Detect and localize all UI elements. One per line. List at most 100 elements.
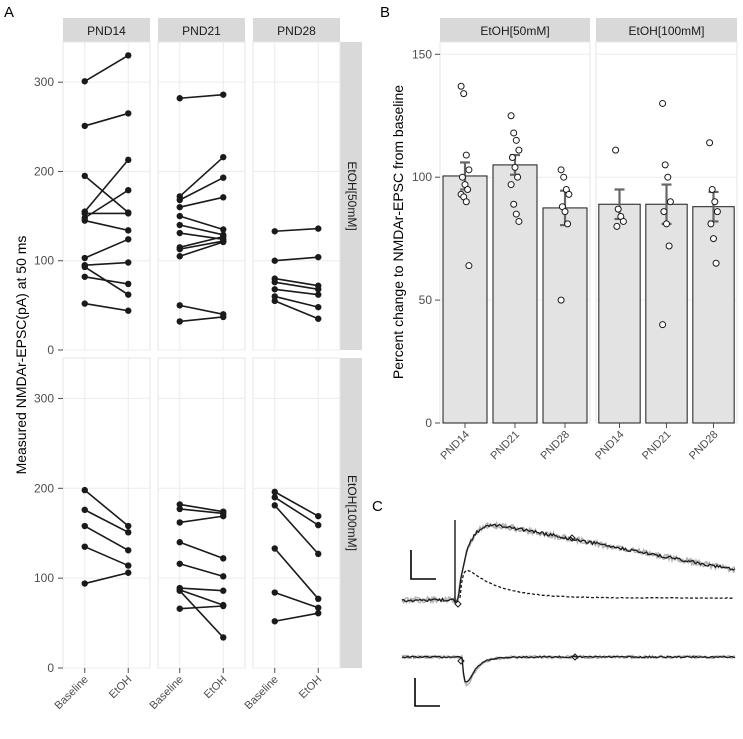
paired-line	[84, 571, 129, 585]
data-point	[176, 605, 183, 612]
data-point	[81, 486, 88, 494]
data-point	[125, 307, 132, 314]
paired-line	[179, 541, 224, 560]
facet-strip	[158, 18, 245, 42]
paired-line	[179, 587, 224, 592]
x-tick-label: PND14	[439, 429, 473, 463]
data-point	[176, 203, 183, 211]
panel-c	[401, 520, 736, 707]
data-point	[220, 587, 227, 594]
data-point	[125, 236, 132, 243]
paired-line	[274, 281, 319, 291]
paired-line	[84, 175, 129, 214]
paired-line	[179, 589, 224, 606]
data-point	[315, 609, 322, 617]
data-point	[125, 569, 132, 576]
data-point	[220, 226, 227, 233]
data-point	[176, 302, 183, 309]
data-point	[557, 296, 565, 304]
data-point	[176, 253, 183, 260]
y-tick-label: 200	[34, 164, 54, 178]
data-point	[220, 313, 227, 321]
data-point	[81, 263, 88, 271]
facet-strip-label: EtOH[100mM]	[345, 475, 359, 551]
data-point	[81, 506, 88, 514]
facet-panel	[157, 41, 246, 351]
data-point	[462, 151, 470, 159]
scale-bar-upper	[410, 550, 436, 580]
y-tick-label: 0	[47, 661, 54, 675]
data-point	[659, 99, 667, 107]
measurement-marker	[454, 600, 462, 608]
x-tick-label: PND21	[489, 429, 523, 463]
paired-line	[179, 196, 224, 208]
x-tick-label: Baseline	[243, 674, 281, 712]
data-point	[512, 136, 520, 144]
bar	[598, 203, 641, 424]
data-point	[613, 222, 621, 230]
data-point	[125, 522, 132, 530]
data-point	[659, 321, 667, 329]
data-point	[176, 539, 183, 546]
trace-replicate	[401, 654, 736, 687]
y-tick-label: 100	[34, 571, 54, 585]
data-point	[125, 210, 132, 217]
data-point	[125, 259, 132, 266]
data-point	[457, 82, 465, 90]
facet-strip-label: PND14	[87, 24, 126, 38]
panel-b: EtOH[50mM] EtOH[100mM] PND14 PND21 PND28 PND1…	[390, 18, 738, 463]
data-point	[220, 174, 227, 181]
data-point	[81, 254, 88, 262]
paired-line	[84, 189, 129, 219]
paired-line	[84, 276, 129, 285]
data-point	[176, 229, 183, 237]
data-point	[315, 595, 322, 603]
y-axis-title: Percent change to NMDAr-EPSC from baseli…	[390, 85, 406, 379]
paired-line	[179, 590, 224, 638]
facet-strip	[440, 18, 590, 42]
facet-panel	[252, 357, 341, 669]
facet-panel	[157, 357, 246, 669]
data-point	[81, 172, 88, 180]
paired-line	[84, 112, 129, 127]
data-point	[81, 210, 88, 217]
bar	[542, 207, 588, 424]
data-point	[125, 227, 132, 234]
y-tick-label: 300	[34, 75, 54, 89]
data-point	[176, 212, 183, 220]
data-point	[176, 519, 183, 526]
data-point	[176, 587, 183, 594]
data-point	[710, 235, 717, 243]
data-point	[564, 220, 572, 228]
facet-strip-label: EtOH[100mM]	[628, 24, 704, 38]
facet-panel	[252, 41, 341, 351]
panel-letter-b: B	[380, 4, 390, 21]
facet-strip-label: PND28	[277, 24, 316, 38]
scale-bar-lower	[414, 678, 440, 707]
paired-line	[274, 227, 319, 233]
data-point	[176, 318, 183, 325]
data-point	[271, 488, 278, 496]
paired-line	[179, 515, 224, 524]
y-tick-label: 0	[425, 416, 432, 430]
x-tick-label: PND21	[640, 429, 674, 463]
facet-panel	[62, 41, 151, 351]
bar	[692, 206, 735, 424]
data-point	[125, 529, 132, 536]
data-point	[220, 512, 227, 520]
paired-line	[84, 545, 129, 567]
data-point	[665, 242, 673, 250]
x-tick-label: EtOH	[297, 674, 325, 702]
data-point	[125, 280, 132, 288]
data-point	[614, 205, 622, 213]
data-point	[81, 273, 88, 280]
data-point	[220, 153, 227, 161]
data-point	[176, 221, 183, 229]
data-point	[663, 220, 670, 228]
data-point	[464, 185, 472, 193]
facet-panel	[62, 357, 151, 669]
paired-line	[179, 508, 224, 515]
data-point	[271, 278, 278, 286]
data-point	[465, 166, 473, 174]
